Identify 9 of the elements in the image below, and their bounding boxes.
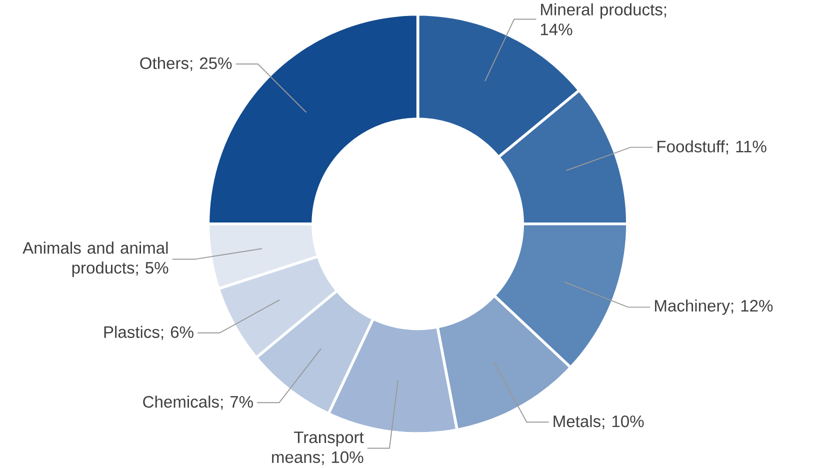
slice-label: Others; 25% xyxy=(140,56,232,71)
slice-label: Metals; 10% xyxy=(554,414,644,430)
slice-label: Plastics; 6% xyxy=(104,326,194,340)
slice-label: Mineral products; 14% xyxy=(540,3,666,36)
slice-label: Foodstuff; 11% xyxy=(658,140,766,154)
slice-label: Chemicals; 7% xyxy=(143,395,253,410)
slice-label: Machinery; 12% xyxy=(655,299,773,315)
slice-label: Animals and animal products; 5% xyxy=(22,242,168,277)
slice-label: Transport means; 10% xyxy=(272,431,364,465)
